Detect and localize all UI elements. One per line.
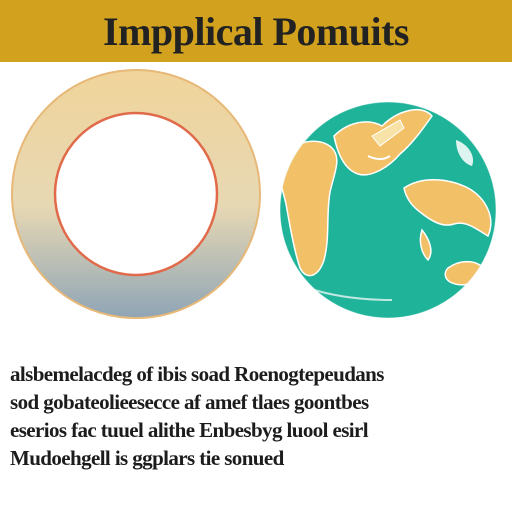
globe-icon bbox=[272, 100, 504, 320]
title-banner: Impplical Pomuits bbox=[0, 0, 512, 62]
caption-line: eserios fac tuuel alithe Enbesbyg luool … bbox=[10, 418, 369, 442]
caption-line: sod gobateolieesecce af amef tlaes goont… bbox=[10, 390, 369, 414]
caption-block: alsbemelacdeg of ibis soad Roenogtepeuda… bbox=[10, 360, 504, 472]
caption-line: alsbemelacdeg of ibis soad Roenogtepeuda… bbox=[10, 362, 384, 386]
page-title: Impplical Pomuits bbox=[103, 8, 409, 54]
ring-graphic bbox=[10, 68, 262, 320]
caption-line: Mudoehgell is ggplars tie sonued bbox=[10, 446, 284, 470]
